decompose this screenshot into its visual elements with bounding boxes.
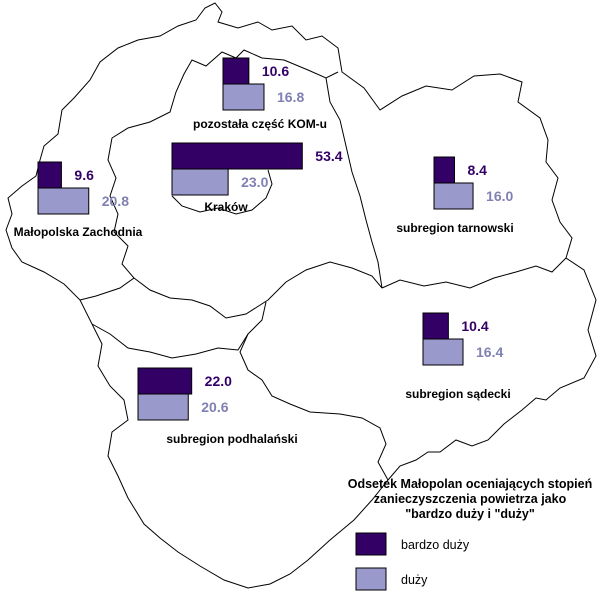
value-dark-kom: 10.6	[262, 63, 289, 79]
border-kom-north	[111, 49, 339, 139]
value-light-krakow: 23.0	[241, 174, 268, 190]
bar-light-krakow	[171, 168, 229, 196]
border-zachodnia	[79, 137, 135, 301]
bar-light-tarnowski	[433, 182, 474, 210]
bar-dark-sadecki	[422, 312, 449, 340]
border-sadecki-west	[239, 301, 389, 481]
value-light-tarnowski: 16.0	[486, 188, 513, 204]
region-label-zachodnia: Małopolska Zachodnia	[14, 225, 143, 239]
region-label-sadecki: subregion sądecki	[405, 387, 510, 401]
region-label-krakow: Kraków	[204, 200, 248, 214]
bar-dark-krakow	[171, 142, 303, 170]
legend: Odsetek Małopolan oceniających stopień z…	[348, 477, 593, 591]
value-dark-zachodnia: 9.6	[74, 167, 94, 183]
bar-dark-kom	[222, 57, 250, 85]
bar-dark-podhalanski	[137, 367, 193, 395]
bar-light-podhalanski	[137, 393, 189, 421]
border-kom-south	[133, 261, 383, 319]
voivodeship-outline	[5, 2, 597, 589]
value-light-podhalanski: 20.6	[201, 399, 228, 415]
bar-light-sadecki	[422, 338, 464, 366]
region-label-tarnowski: subregion tarnowski	[396, 221, 513, 235]
value-light-kom: 16.8	[277, 89, 304, 105]
bar-light-kom	[222, 83, 265, 111]
border-krakow	[171, 169, 273, 215]
legend-label-dark: bardzo duży	[401, 538, 470, 552]
value-dark-tarnowski: 8.4	[467, 162, 487, 178]
legend-title-line-3: "bardzo duży i "duży"	[405, 507, 535, 521]
value-dark-sadecki: 10.4	[461, 318, 488, 334]
chart-layer: 10.6 16.8 pozostała część KOM-u 53.4 23.0 Kra…	[14, 57, 514, 446]
bar-light-zachodnia	[37, 187, 90, 215]
legend-swatch-dark	[355, 532, 387, 556]
region-label-kom: pozostała część KOM-u	[193, 117, 327, 131]
legend-title-line-1: Odsetek Małopolan oceniających stopień	[348, 477, 593, 491]
legend-title-line-2: zanieczyszczenia powietrza jako	[374, 492, 567, 506]
bar-dark-tarnowski	[433, 156, 455, 184]
region-label-podhalanski: subregion podhalański	[166, 432, 297, 446]
value-light-zachodnia: 20.8	[102, 193, 129, 209]
bar-dark-zachodnia	[37, 161, 62, 189]
value-light-sadecki: 16.4	[476, 344, 503, 360]
legend-swatch-light	[355, 567, 387, 591]
value-dark-krakow: 53.4	[315, 148, 342, 164]
border-podhale-north	[91, 323, 249, 359]
border-kom-east	[325, 77, 383, 289]
legend-label-light: duży	[401, 573, 428, 587]
border-tarnowski-south	[381, 257, 567, 289]
value-dark-podhalanski: 22.0	[205, 373, 232, 389]
